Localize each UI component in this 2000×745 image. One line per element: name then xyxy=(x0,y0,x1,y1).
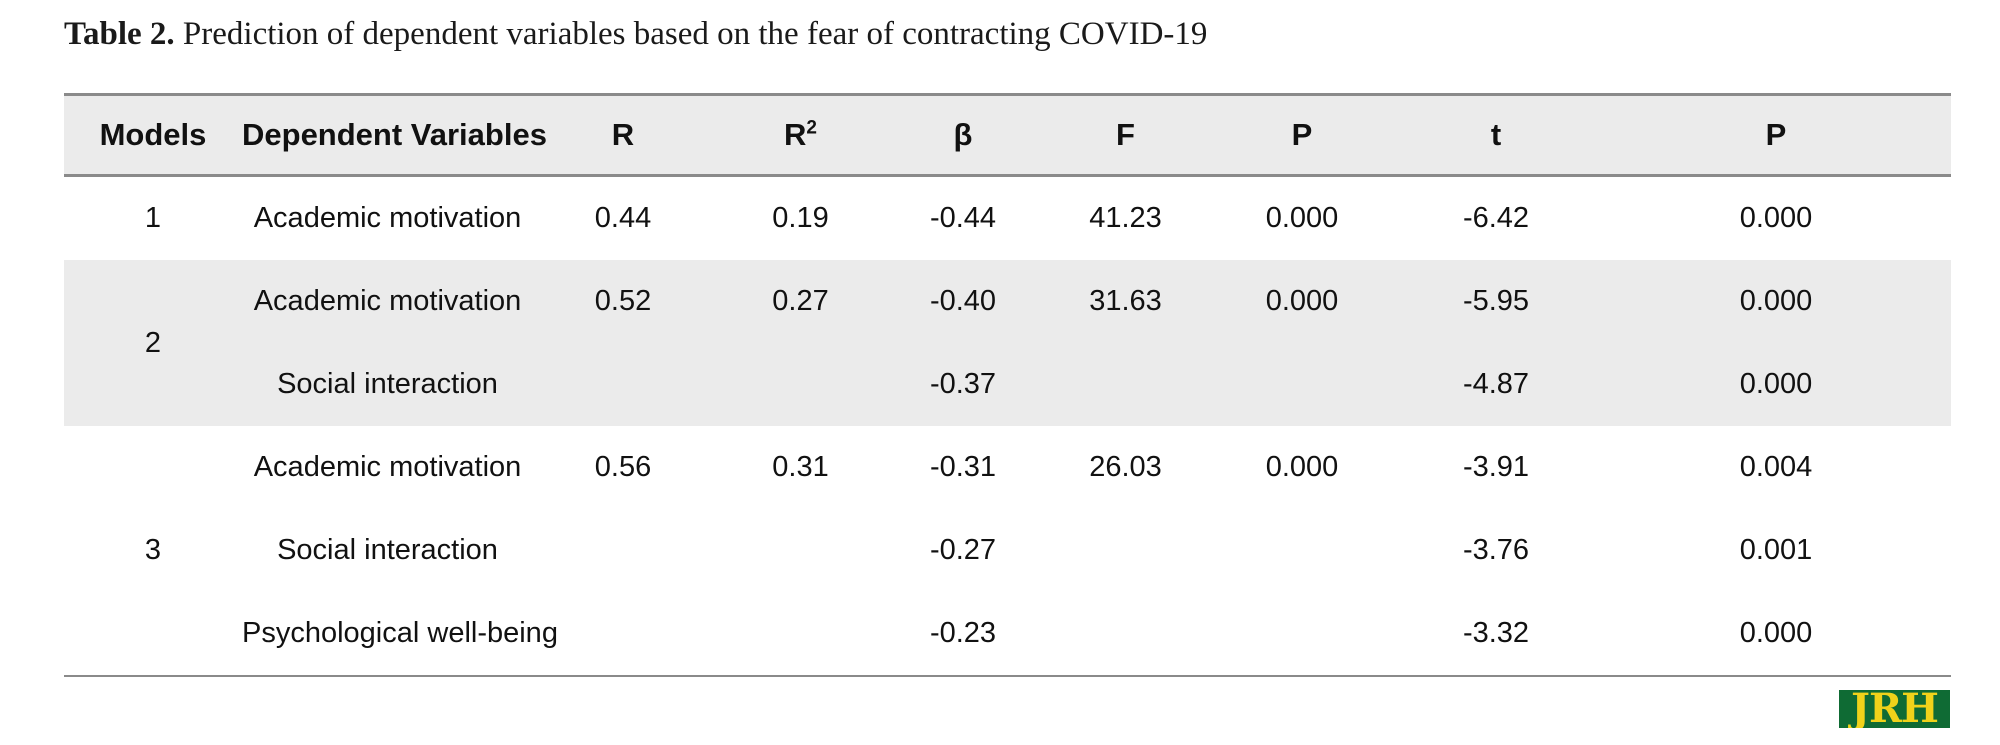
cell-beta: -0.40 xyxy=(888,260,1038,343)
cell-t: -3.76 xyxy=(1462,534,1530,566)
header-f: F xyxy=(1038,93,1213,177)
header-dependent-variables: Dependent Variables xyxy=(242,93,547,177)
table-caption: Table 2. Prediction of dependent variabl… xyxy=(64,16,1207,53)
cell-p: 0.000 xyxy=(1601,343,1951,426)
table-row: 1 Academic motivation 0.44 0.19 -0.44 41… xyxy=(64,176,1951,261)
cell-r-squared: 0.31 xyxy=(772,451,829,483)
cell-r-squared xyxy=(713,343,888,426)
cell-r: 0.56 xyxy=(594,451,652,483)
model-number: 3 xyxy=(64,426,242,677)
cell-r xyxy=(533,592,713,677)
cell-f: 41.23 xyxy=(1089,202,1162,234)
table-caption-label: Table 2. xyxy=(64,16,175,52)
header-r-squared-exponent: 2 xyxy=(806,117,817,139)
cell-f xyxy=(1038,509,1213,592)
cell-t: -6.42 xyxy=(1462,202,1530,234)
cell-p-model: 0.000 xyxy=(1265,202,1339,234)
cell-f: 26.03 xyxy=(1089,451,1162,483)
cell-r xyxy=(533,343,713,426)
cell-f: 31.63 xyxy=(1038,260,1213,343)
header-beta: β xyxy=(888,93,1038,177)
cell-p: 0.004 xyxy=(1739,451,1813,483)
table-row: 3 Academic motivation 0.56 0.31 -0.31 26… xyxy=(64,426,1951,677)
cell-t: -5.95 xyxy=(1391,260,1601,343)
header-r-squared: R2 xyxy=(713,93,888,177)
table-caption-text: Prediction of dependent variables based … xyxy=(174,16,1208,52)
dependent-variable: Academic motivation xyxy=(253,451,522,483)
dependent-variable: Academic motivation xyxy=(253,202,522,234)
header-t: t xyxy=(1391,93,1601,177)
cell-beta: -0.31 xyxy=(929,451,997,483)
table-row: 2 Academic motivation 0.52 0.27 -0.40 31… xyxy=(64,260,1951,426)
cell-p: 0.000 xyxy=(1601,592,1951,677)
cell-r: 0.52 xyxy=(533,260,713,343)
cell-p-model: 0.000 xyxy=(1213,260,1391,343)
cell-t: -3.91 xyxy=(1462,451,1530,483)
cell-p: 0.001 xyxy=(1739,534,1813,566)
cell-beta: -0.23 xyxy=(888,592,1038,677)
cell-r-squared: 0.19 xyxy=(772,202,829,234)
dependent-variable: Social interaction xyxy=(242,343,533,426)
model-number: 2 xyxy=(64,260,242,426)
dependent-variable: Psychological well-being xyxy=(242,592,558,677)
cell-f xyxy=(1038,592,1213,677)
table-header-row: Models Dependent Variables R R2 β F P t … xyxy=(64,93,1951,177)
cell-r: 0.44 xyxy=(594,202,652,234)
header-p: P xyxy=(1601,93,1951,177)
cell-r-squared: 0.27 xyxy=(713,260,888,343)
cell-t: -3.32 xyxy=(1391,592,1601,677)
cell-p-model xyxy=(1213,509,1391,592)
cell-beta: -0.44 xyxy=(929,202,997,234)
table-row: Social interaction -0.27 -3.76 0.001 xyxy=(64,509,1951,592)
cell-r-squared xyxy=(713,509,888,592)
dependent-variable: Social interaction xyxy=(277,534,498,566)
cell-p-model xyxy=(1213,343,1391,426)
cell-beta: -0.27 xyxy=(929,534,997,566)
cell-t: -4.87 xyxy=(1391,343,1601,426)
cell-r xyxy=(533,509,713,592)
model-number: 1 xyxy=(144,202,162,234)
cell-beta: -0.37 xyxy=(888,343,1038,426)
cell-r-squared xyxy=(713,592,888,677)
cell-p-model xyxy=(1213,592,1391,677)
header-p-model: P xyxy=(1213,93,1391,177)
cell-p-model: 0.000 xyxy=(1265,451,1339,483)
regression-table: Models Dependent Variables R R2 β F P t … xyxy=(64,93,1951,677)
table-row: Psychological well-being -0.23 -3.32 0.0… xyxy=(64,592,1951,677)
table-row: Social interaction -0.37 -4.87 0.000 xyxy=(64,343,1951,426)
cell-p: 0.000 xyxy=(1739,202,1813,234)
cell-p: 0.000 xyxy=(1601,260,1951,343)
header-r-squared-base: R xyxy=(784,117,807,152)
dependent-variable: Academic motivation xyxy=(242,260,533,343)
header-r: R xyxy=(533,93,713,177)
header-models: Models xyxy=(64,93,242,177)
journal-logo: JRH xyxy=(1839,690,1950,728)
cell-f xyxy=(1038,343,1213,426)
